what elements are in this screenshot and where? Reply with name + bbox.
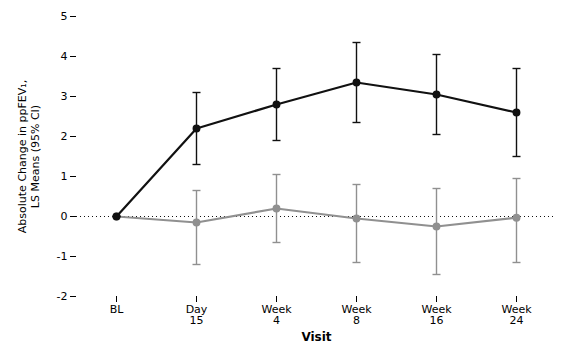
svg-text:Week8: Week8 (341, 303, 372, 327)
svg-text:Week24: Week24 (501, 303, 532, 327)
svg-text:5: 5 (61, 10, 68, 23)
svg-text:Visit: Visit (301, 330, 331, 344)
svg-text:Week16: Week16 (421, 303, 452, 327)
svg-text:Day15: Day15 (186, 303, 208, 327)
svg-text:-1: -1 (57, 250, 68, 263)
svg-text:-2: -2 (57, 290, 68, 303)
svg-text:3: 3 (61, 90, 68, 103)
svg-text:1: 1 (61, 170, 68, 183)
svg-text:Week4: Week4 (261, 303, 292, 327)
svg-text:0: 0 (61, 210, 68, 223)
svg-text:2: 2 (61, 130, 68, 143)
svg-text:4: 4 (61, 50, 68, 63)
svg-text:Absolute Change in ppFEV₁,LS M: Absolute Change in ppFEV₁,LS Means (95% … (16, 80, 42, 233)
svg-text:BL: BL (110, 303, 125, 316)
